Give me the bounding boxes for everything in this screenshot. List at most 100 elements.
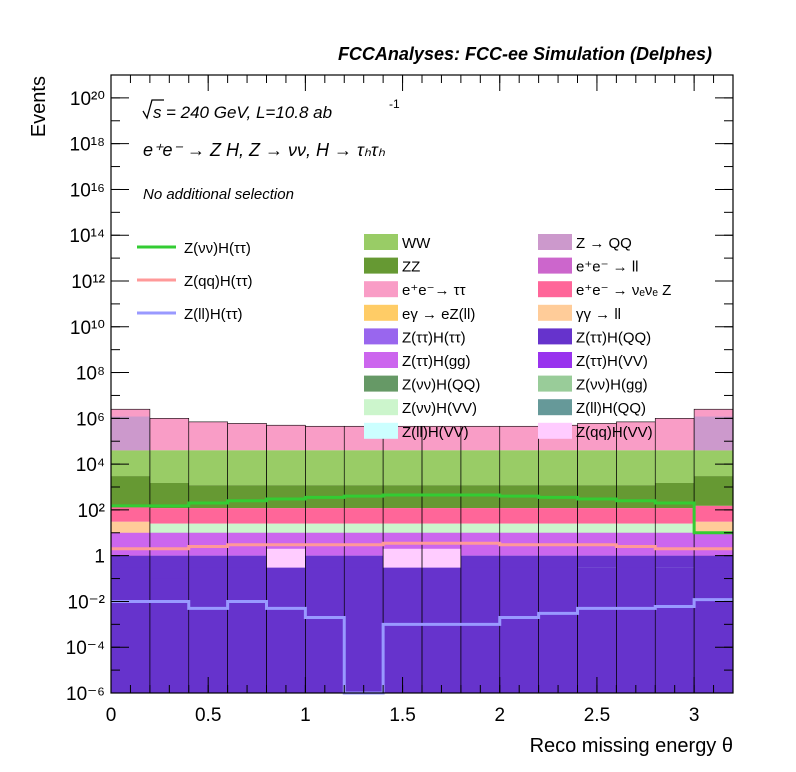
legend-box-label: Z(νν)H(VV)	[402, 400, 477, 417]
legend-box-label: γγ → ll	[576, 306, 621, 323]
stack-bar	[188, 567, 228, 693]
stack-bar	[577, 567, 617, 693]
stack-bar	[305, 426, 345, 451]
stack-bar	[111, 476, 150, 506]
legend-box-swatch	[538, 234, 572, 250]
series-line	[111, 541, 733, 551]
stack-bar	[655, 450, 695, 483]
stack-bar	[655, 523, 695, 533]
stack-bar	[188, 508, 228, 524]
legend-box-swatch	[538, 304, 572, 321]
stack-bar	[460, 426, 500, 451]
chart-title: FCCAnalyses: FCC-ee Simulation (Delphes)	[338, 44, 712, 64]
y-tick-label: 10⁶	[76, 409, 105, 430]
stack-bar	[577, 450, 617, 486]
legend-box-swatch	[364, 234, 398, 250]
process-annotation: e⁺e⁻ → Z H, Z → νν, H → τₕτₕ	[143, 140, 386, 160]
stack-bar	[227, 508, 267, 524]
series-line	[111, 598, 733, 695]
legend-box-label: Z(ττ)H(ττ)	[402, 329, 466, 346]
legend-box-label: eγ → eZ(ll)	[402, 306, 475, 323]
legend-box-swatch	[364, 375, 398, 392]
stack-bar	[499, 523, 539, 533]
stack-bar	[694, 532, 733, 556]
y-axis-label: Events	[28, 76, 50, 137]
stack-bar	[149, 482, 189, 509]
stack-bar	[694, 450, 733, 477]
signal-lines	[111, 493, 733, 695]
y-tick-label: 10⁻²	[68, 592, 106, 613]
y-tick-label: 10⁻⁴	[66, 638, 105, 659]
x-tick-label: 0	[106, 705, 117, 726]
series-line	[111, 493, 733, 535]
legend-box-swatch	[364, 399, 398, 416]
stack-bar	[344, 523, 384, 533]
legend-box-label: Z(qq)H(VV)	[576, 424, 653, 441]
stack-bar	[149, 578, 189, 693]
stack-bar	[111, 416, 150, 451]
stack-bar	[538, 523, 578, 533]
stack-bar	[422, 426, 461, 451]
stack-bar	[460, 508, 500, 524]
sqrt-symbol-icon	[142, 99, 164, 120]
stack-bar	[149, 508, 189, 524]
stack-bar	[227, 423, 267, 451]
stack-bar	[577, 523, 617, 533]
energy-prefix: s	[153, 103, 162, 122]
legend-box-label: Z(ττ)H(gg)	[402, 353, 471, 370]
stack-bar	[344, 450, 384, 486]
stack-bar	[266, 508, 306, 524]
legend-box-swatch	[538, 281, 572, 298]
legend-box-label: Z(ll)H(VV)	[402, 424, 469, 441]
legend-line-label: Z(νν)H(ττ)	[184, 240, 251, 257]
stack-bar	[383, 508, 422, 524]
stack-bar	[422, 450, 461, 486]
stack-bar	[149, 450, 189, 483]
stack-bar	[188, 523, 228, 533]
y-tick-label: 10¹⁰	[70, 318, 105, 339]
legend-box-label: Z(ll)H(QQ)	[576, 400, 646, 417]
stack-bar	[616, 421, 656, 451]
stack-bar	[227, 450, 267, 486]
stack-bar	[305, 450, 345, 486]
stack-bar	[694, 567, 733, 693]
stack-bar	[266, 425, 306, 451]
legend-line-label: Z(ll)H(ττ)	[184, 306, 243, 323]
legend-lines: Z(νν)H(ττ) Z(qq)H(ττ) Z(ll)H(ττ)	[137, 240, 253, 323]
stack-bar	[188, 450, 228, 486]
stack-bar	[460, 485, 500, 509]
y-tick-label: 10¹⁸	[70, 135, 105, 156]
stack-bar	[227, 567, 267, 693]
stack-bar	[383, 523, 422, 533]
energy-text: = 240 GeV, L=10.8 ab	[166, 103, 332, 122]
stack-bar	[538, 450, 578, 486]
y-tick-label: 10¹²	[71, 272, 105, 293]
stack-bar	[344, 508, 384, 524]
stack-bar	[577, 423, 617, 451]
energy-annotation: s = 240 GeV, L=10.8 ab -1	[142, 97, 400, 122]
legend-box-label: Z(νν)H(gg)	[576, 377, 648, 394]
stack-bar	[655, 567, 695, 693]
legend-box-swatch	[538, 375, 572, 392]
x-tick-label: 3	[689, 705, 700, 726]
legend-box-swatch	[538, 399, 572, 416]
stack-bar	[344, 567, 384, 693]
stack-bar	[305, 523, 345, 533]
legend-box-label: e⁺e⁻ → ll	[576, 259, 639, 276]
legend-box-swatch	[364, 304, 398, 321]
stack-bar	[694, 416, 733, 451]
stack-bar	[694, 505, 733, 522]
y-tick-label: 10⁴	[76, 455, 105, 476]
legend-box-swatch	[364, 257, 398, 274]
y-tick-label: 10¹⁶	[70, 180, 105, 201]
y-tick-label: 1	[94, 547, 105, 568]
stack-bar	[655, 532, 695, 556]
x-tick-label: 1.5	[389, 705, 415, 726]
x-tick-label: 2.5	[584, 705, 610, 726]
stack-bar	[188, 421, 228, 451]
stack-bar	[111, 505, 150, 522]
legend-box-swatch	[364, 281, 398, 298]
legend-boxes: WW Z → QQ ZZ e⁺e⁻ → ll e⁺e⁻→ ττ e⁺e⁻ → νₑνₑ Z…	[364, 234, 671, 441]
stack-bar	[422, 567, 461, 693]
